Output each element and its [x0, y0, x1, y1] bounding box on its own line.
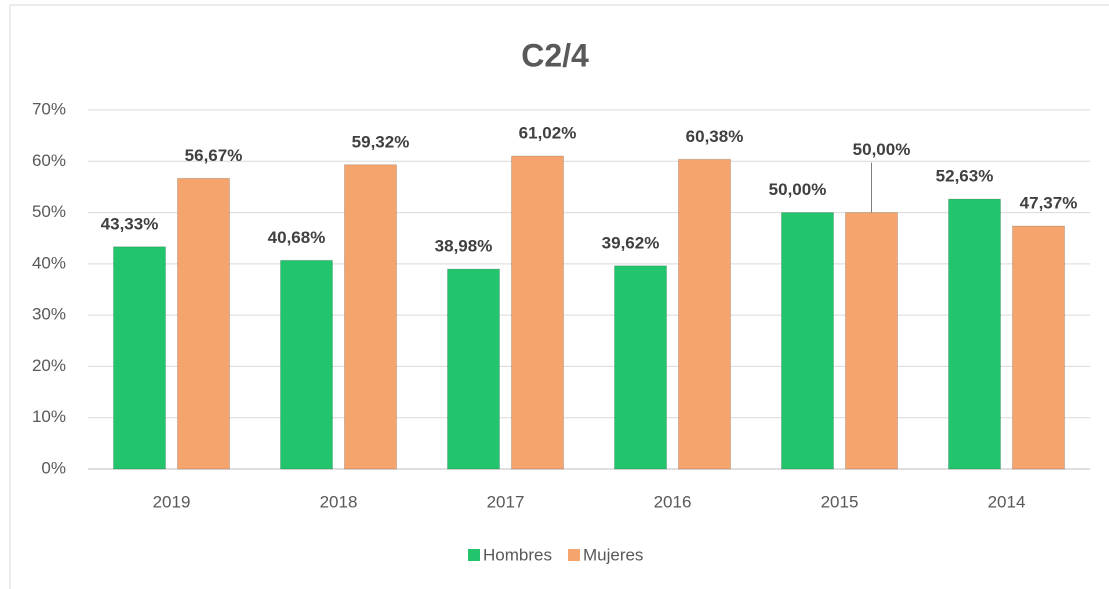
y-tick-label: 20% [32, 356, 66, 375]
y-tick-label: 70% [32, 99, 66, 118]
bar [280, 259, 333, 470]
data-label: 59,32% [352, 132, 410, 151]
data-label: 61,02% [519, 124, 577, 143]
data-label: 60,38% [686, 127, 744, 146]
bar [614, 265, 667, 470]
bar [177, 177, 230, 470]
bar [845, 212, 898, 470]
data-label: 43,33% [101, 214, 159, 233]
data-label: 52,63% [936, 167, 994, 186]
x-tick-label: 2017 [487, 492, 525, 511]
bar [113, 246, 166, 470]
x-tick-label: 2014 [988, 492, 1026, 511]
bar [678, 158, 731, 470]
y-tick-label: 10% [32, 407, 66, 426]
y-tick-label: 30% [32, 305, 66, 324]
bar [447, 268, 500, 470]
bar [948, 198, 1001, 470]
data-label: 47,37% [1020, 194, 1078, 213]
bar [1012, 225, 1065, 470]
data-label: 56,67% [185, 146, 243, 165]
legend-swatch [567, 549, 580, 561]
y-tick-label: 50% [32, 202, 66, 221]
bar [344, 164, 397, 470]
legend-label: Mujeres [583, 545, 643, 564]
x-tick-label: 2019 [153, 492, 191, 511]
legend-swatch [468, 549, 480, 561]
data-label: 50,00% [853, 140, 911, 159]
x-tick-label: 2016 [654, 492, 692, 511]
x-tick-label: 2018 [320, 492, 358, 511]
data-label: 50,00% [769, 180, 827, 199]
data-label: 40,68% [268, 228, 326, 247]
y-tick-label: 0% [41, 458, 66, 477]
chart-frame [9, 4, 1109, 589]
y-tick-label: 60% [32, 151, 66, 170]
data-label: 38,98% [435, 237, 493, 256]
x-tick-label: 2015 [821, 492, 859, 511]
legend-label: Hombres [483, 545, 552, 564]
bar [511, 155, 564, 470]
chart-title: C2/4 [521, 37, 589, 73]
y-tick-label: 40% [32, 253, 66, 272]
data-label: 39,62% [602, 233, 660, 252]
bar [781, 212, 834, 470]
